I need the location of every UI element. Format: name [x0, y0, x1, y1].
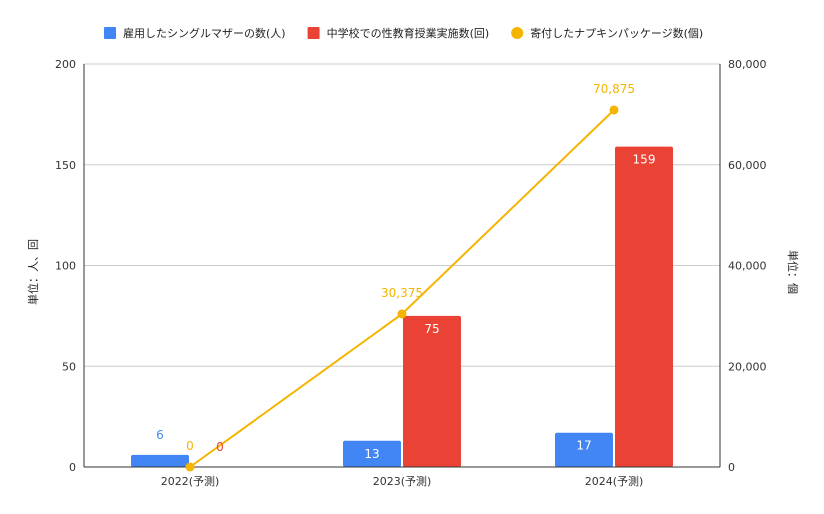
line-value-label: 70,875: [593, 82, 635, 96]
line-value-label: 30,375: [381, 286, 423, 300]
legend-label: 中学校での性教育授業実施数(回): [327, 26, 490, 40]
left-axis-title: 単位：人、回: [26, 239, 40, 305]
legend-label: 寄付したナプキンパッケージ数(個): [530, 26, 703, 40]
legend-label: 雇用したシングルマザーの数(人): [123, 26, 286, 40]
x-tick-label: 2022(予測): [161, 474, 220, 488]
bar-value-label: 75: [424, 322, 439, 336]
right-tick-label: 40,000: [728, 260, 767, 273]
bar: [615, 146, 673, 468]
legend-marker: [104, 27, 116, 39]
chart-legend: 雇用したシングルマザーの数(人) 中学校での性教育授業実施数(回) 寄付したナプキン…: [104, 26, 703, 40]
bar-value-label: 6: [156, 428, 164, 442]
line-value-label: 0: [186, 439, 194, 453]
left-tick-label: 150: [55, 159, 76, 172]
left-tick-label: 50: [62, 360, 76, 373]
bar-value-label: 17: [576, 439, 591, 453]
right-tick-label: 60,000: [728, 159, 767, 172]
right-tick-label: 0: [728, 461, 735, 474]
gridlines: [83, 63, 721, 467]
right-tick-label: 20,000: [728, 360, 767, 373]
left-tick-label: 100: [55, 260, 76, 273]
bar: [403, 315, 461, 467]
bar-series: [131, 146, 673, 468]
legend-marker: [307, 27, 320, 39]
line-series: [185, 105, 619, 472]
bar-value-label: 13: [364, 447, 379, 461]
line-point: [397, 309, 407, 319]
line-point: [185, 462, 195, 472]
bar-value-label: 0: [216, 440, 224, 454]
x-tick-label: 2024(予測): [585, 474, 644, 488]
left-tick-label: 200: [55, 58, 76, 71]
bar: [555, 432, 613, 467]
line-point: [609, 105, 619, 115]
right-axis-title: 単位：個: [786, 250, 800, 294]
data-labels: 6 13 17 0 75 159 0 30,375 70,875: [156, 82, 655, 461]
bar: [343, 440, 401, 467]
right-tick-label: 80,000: [728, 58, 767, 71]
bar: [131, 454, 189, 467]
x-tick-label: 2023(予測): [373, 474, 432, 488]
left-tick-label: 0: [69, 461, 76, 474]
tick-labels: 0 50 100 150 200 0 20,000 40,000 60,000 80,000 202…: [55, 58, 767, 488]
legend-marker: [511, 27, 524, 39]
bar-value-label: 159: [633, 153, 656, 167]
